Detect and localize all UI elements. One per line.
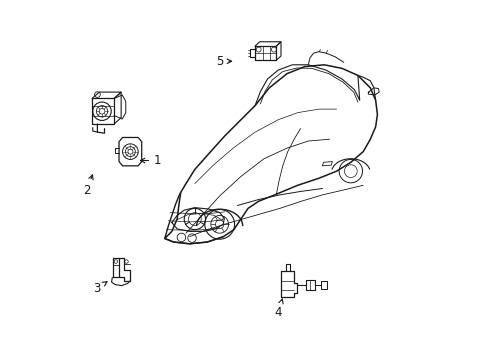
Text: 3: 3 xyxy=(93,282,107,294)
Text: 1: 1 xyxy=(140,154,162,167)
Text: 5: 5 xyxy=(215,55,231,68)
Text: 4: 4 xyxy=(274,299,283,319)
Text: 2: 2 xyxy=(83,175,93,197)
